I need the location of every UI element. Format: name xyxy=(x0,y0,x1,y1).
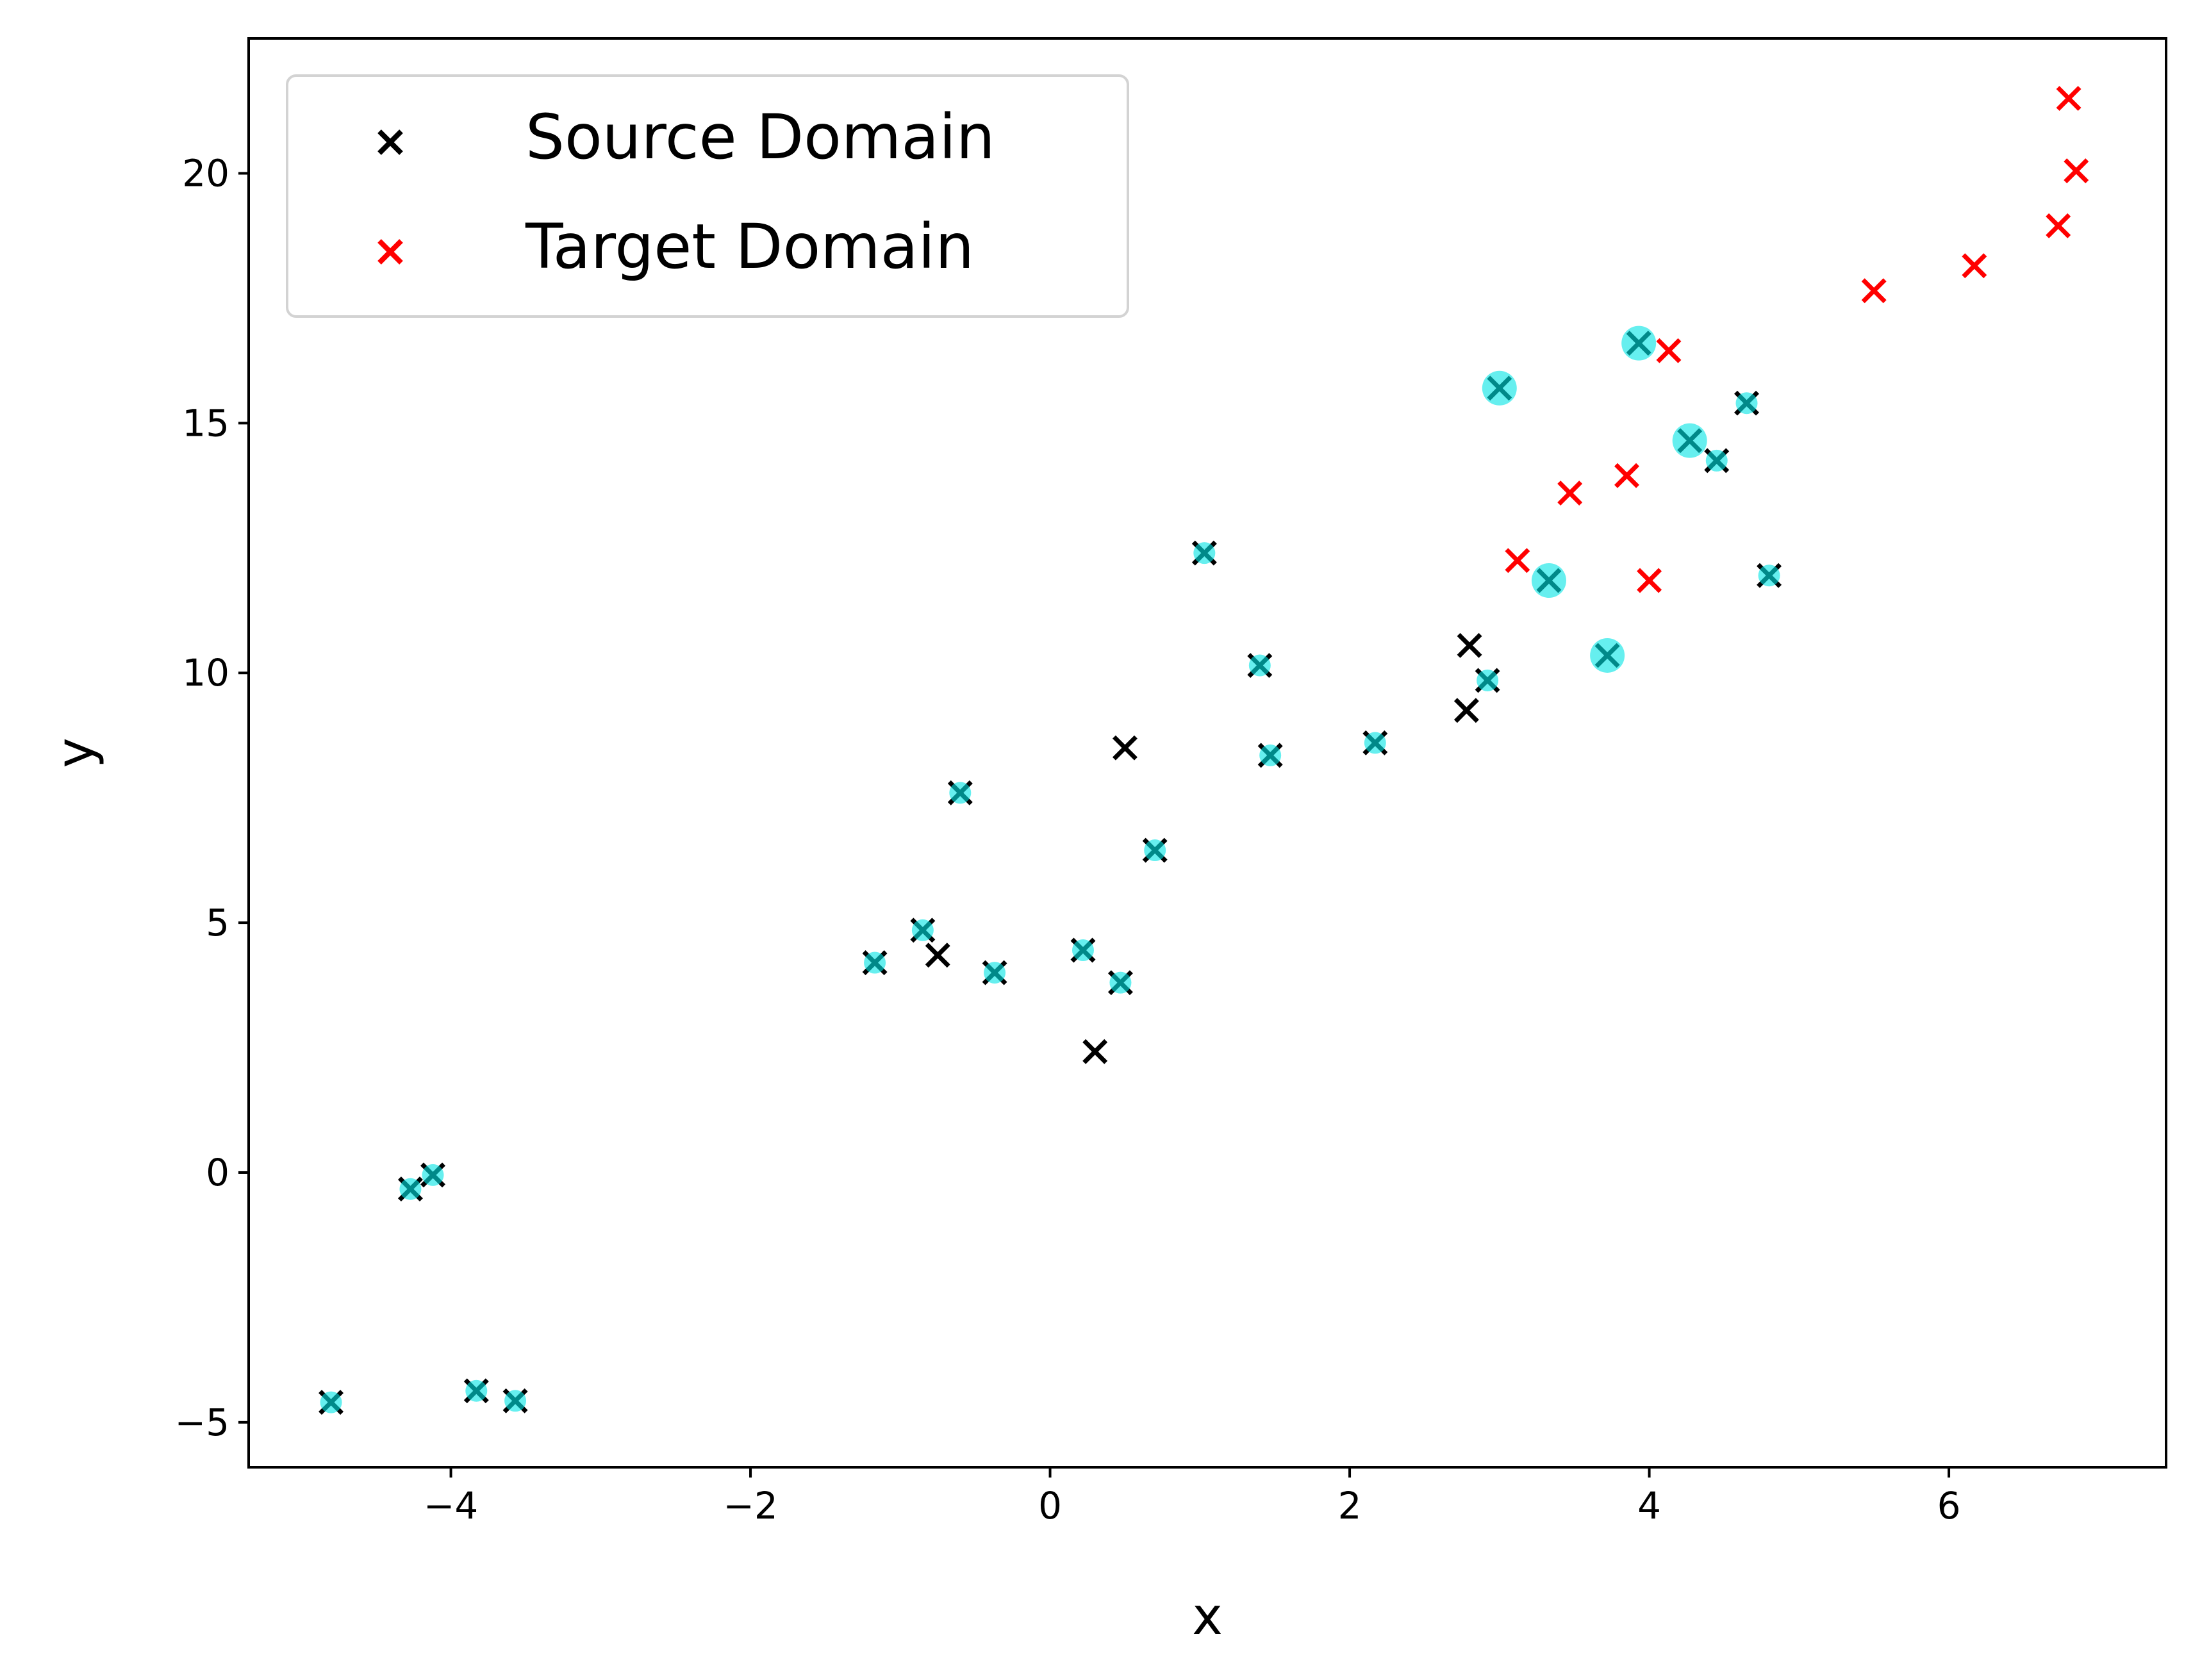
target-point-stroke xyxy=(2064,158,2089,184)
source-point xyxy=(1112,735,1138,761)
source-point-stroke xyxy=(1112,735,1138,761)
weight-marker xyxy=(1109,971,1132,994)
weight-marker xyxy=(1364,732,1386,754)
x-tick-label: 4 xyxy=(1637,1484,1661,1528)
weight-marker-large xyxy=(1621,325,1657,361)
target-point-stroke xyxy=(2046,213,2071,238)
weight-marker-large xyxy=(1531,563,1566,598)
source-point xyxy=(925,943,950,968)
weight-marker xyxy=(1758,564,1780,587)
source-point xyxy=(1082,1039,1108,1064)
weight-marker-large xyxy=(1482,370,1517,406)
y-tick-label: 20 xyxy=(182,152,229,195)
target-point-stroke xyxy=(1861,278,1887,304)
legend-source-label: Source Domain xyxy=(525,101,995,173)
target-point xyxy=(1962,253,1987,279)
weight-marker xyxy=(1072,939,1094,961)
source-point-stroke xyxy=(1453,698,1479,723)
weight-marker xyxy=(911,919,934,941)
plot-frame xyxy=(247,37,2167,1469)
target-point xyxy=(2056,86,2081,111)
target-point-stroke xyxy=(1614,463,1639,488)
source-point-stroke xyxy=(1457,632,1482,658)
source-point xyxy=(1453,698,1479,723)
y-tick-label: 10 xyxy=(182,651,229,695)
weight-marker xyxy=(1248,654,1271,677)
weight-marker xyxy=(465,1379,488,1402)
target-point-stroke xyxy=(2056,86,2081,111)
y-axis-ticks: −5 0 5 10 15 20 xyxy=(175,152,249,1444)
x-tick-label: 0 xyxy=(1038,1484,1062,1528)
weight-marker xyxy=(949,782,972,804)
target-point-stroke xyxy=(1557,481,1583,506)
source-point xyxy=(1457,632,1482,658)
weight-marker xyxy=(504,1390,527,1412)
target-point-stroke xyxy=(1505,548,1530,573)
weight-marker xyxy=(864,951,886,974)
weight-marker-large xyxy=(1672,423,1707,458)
target-point xyxy=(2064,158,2089,184)
legend-target-marker xyxy=(377,239,403,265)
target-point-stroke xyxy=(1637,568,1662,593)
source-point-stroke xyxy=(1082,1039,1108,1064)
legend-box xyxy=(286,74,1129,318)
y-tick-label: −5 xyxy=(175,1401,230,1444)
target-point xyxy=(1656,338,1682,363)
y-tick-label: 0 xyxy=(206,1151,229,1194)
weight-marker xyxy=(1477,669,1499,691)
x-tick-label: −4 xyxy=(424,1484,479,1528)
target-point-stroke xyxy=(1656,338,1682,363)
weight-marker xyxy=(984,962,1006,984)
target-point xyxy=(2046,213,2071,238)
target-point xyxy=(1557,481,1583,506)
legend: Source Domain Target Domain xyxy=(286,74,1129,318)
x-tick-label: 6 xyxy=(1937,1484,1961,1528)
y-axis-label: y xyxy=(46,737,105,768)
weight-marker xyxy=(320,1391,342,1413)
weight-marker xyxy=(1705,449,1728,472)
target-point-stroke xyxy=(1962,253,1987,279)
legend-source-marker xyxy=(377,129,403,155)
target-point xyxy=(1505,548,1530,573)
legend-target-label: Target Domain xyxy=(525,211,974,283)
plot-marks xyxy=(319,86,2089,1415)
weight-marker-large xyxy=(1590,638,1625,673)
weight-marker xyxy=(1735,392,1758,415)
weight-marker xyxy=(1144,839,1166,862)
y-tick-label: 5 xyxy=(206,901,229,944)
weight-marker xyxy=(399,1178,422,1200)
x-axis-label: x xyxy=(1192,1586,1222,1646)
x-axis-ticks: −4 −2 0 2 4 6 xyxy=(424,1467,1961,1528)
x-tick-label: 2 xyxy=(1338,1484,1362,1528)
target-point xyxy=(1637,568,1662,593)
y-tick-label: 15 xyxy=(182,401,229,445)
source-point-stroke xyxy=(925,943,950,968)
weight-marker xyxy=(1193,542,1216,564)
target-point xyxy=(1861,278,1887,304)
weight-marker xyxy=(1259,744,1282,766)
weight-marker xyxy=(422,1164,444,1186)
target-point xyxy=(1614,463,1639,488)
x-tick-label: −2 xyxy=(723,1484,778,1528)
